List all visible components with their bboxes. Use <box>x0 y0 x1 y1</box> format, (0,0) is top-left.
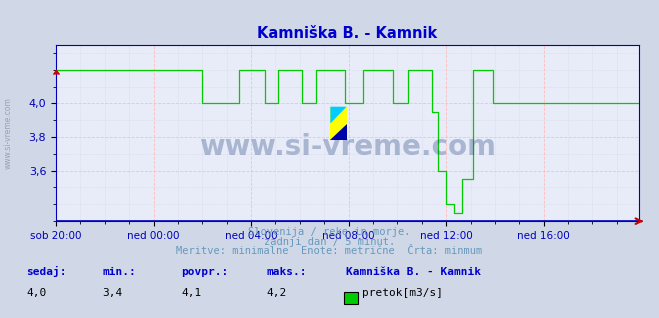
Text: 4,2: 4,2 <box>267 288 287 298</box>
Text: Kamniška B. - Kamnik: Kamniška B. - Kamnik <box>346 267 481 277</box>
Text: maks.:: maks.: <box>267 267 307 277</box>
Text: Meritve: minimalne  Enote: metrične  Črta: minmum: Meritve: minimalne Enote: metrične Črta:… <box>177 246 482 256</box>
Polygon shape <box>330 107 347 140</box>
Polygon shape <box>330 107 347 123</box>
Text: min.:: min.: <box>102 267 136 277</box>
Polygon shape <box>330 123 347 140</box>
Text: www.si-vreme.com: www.si-vreme.com <box>199 133 496 161</box>
Text: povpr.:: povpr.: <box>181 267 229 277</box>
Text: 4,0: 4,0 <box>26 288 47 298</box>
Text: sedaj:: sedaj: <box>26 266 67 277</box>
Text: 4,1: 4,1 <box>181 288 202 298</box>
Title: Kamniška B. - Kamnik: Kamniška B. - Kamnik <box>258 25 438 41</box>
Text: www.si-vreme.com: www.si-vreme.com <box>3 98 13 169</box>
Text: pretok[m3/s]: pretok[m3/s] <box>362 288 444 298</box>
Text: zadnji dan / 5 minut.: zadnji dan / 5 minut. <box>264 237 395 247</box>
Text: Slovenija / reke in morje.: Slovenija / reke in morje. <box>248 227 411 237</box>
Text: 3,4: 3,4 <box>102 288 123 298</box>
